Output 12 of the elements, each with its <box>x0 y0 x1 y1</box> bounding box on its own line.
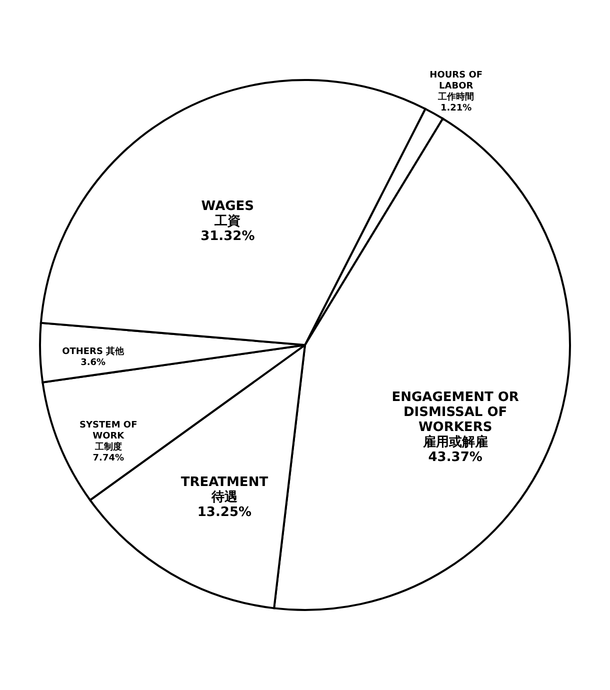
slice-label: TREATMENT 待遇 <box>180 475 268 506</box>
slice-label: HOURS OF LABOR 工作時間 <box>430 70 483 102</box>
slice-label: OTHERS 其他 <box>62 346 126 358</box>
slice-label: ENGAGEMENT OR DISMISSAL OF WORKERS 雇用或解雇 <box>392 390 519 450</box>
data-label: 1.21% <box>440 103 472 114</box>
slice-label: SYSTEM OF WORK 工制度 <box>80 420 138 452</box>
data-label: 13.25% <box>197 505 252 520</box>
data-label: 31.32% <box>200 229 255 244</box>
data-label: 7.74% <box>92 453 124 464</box>
data-label: 43.37% <box>428 450 482 465</box>
slice-label: WAGES 工資 <box>201 199 254 230</box>
data-label: 3.6% <box>80 358 106 368</box>
